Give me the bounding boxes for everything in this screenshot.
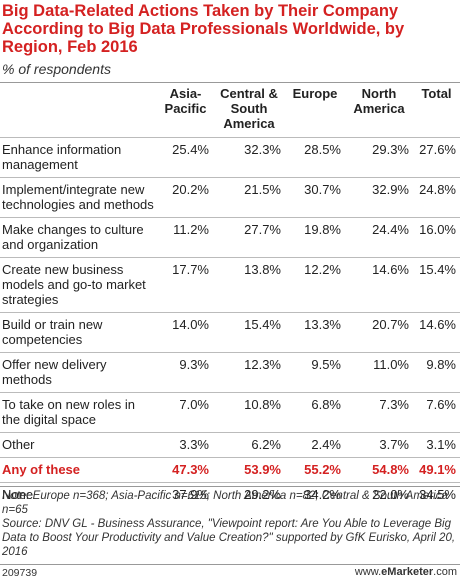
value-cell: 9.5% (285, 352, 345, 393)
table-row: Make changes to culture and organization… (0, 217, 460, 258)
value-cell: 9.3% (158, 352, 213, 393)
value-cell: 7.0% (158, 392, 213, 433)
row-label: Offer new delivery methods (0, 352, 158, 393)
value-cell: 7.3% (345, 392, 413, 433)
value-cell: 27.6% (413, 137, 460, 178)
value-cell: 12.2% (285, 257, 345, 313)
value-cell: 47.3% (158, 457, 213, 483)
value-cell: 24.8% (413, 177, 460, 218)
footer-divider (0, 564, 460, 565)
value-cell: 53.9% (213, 457, 285, 483)
header-cell: Europe (292, 86, 338, 101)
value-cell: 54.8% (345, 457, 413, 483)
value-cell: 15.4% (413, 257, 460, 313)
brand-name: eMarketer (381, 566, 434, 578)
table-row: Other 3.3% 6.2% 2.4% 3.7% 3.1% (0, 432, 460, 458)
value-cell: 14.0% (158, 312, 213, 353)
chart-subtitle: % of respondents (2, 61, 111, 77)
value-cell: 20.2% (158, 177, 213, 218)
value-cell: 25.4% (158, 137, 213, 178)
notes-divider (0, 486, 460, 487)
value-cell: 11.2% (158, 217, 213, 258)
value-cell: 21.5% (213, 177, 285, 218)
brand-suffix: .com (433, 566, 457, 578)
row-label: Other (0, 432, 158, 458)
value-cell: 11.0% (345, 352, 413, 393)
value-cell: 15.4% (213, 312, 285, 353)
value-cell: 16.0% (413, 217, 460, 258)
value-cell: 13.8% (213, 257, 285, 313)
table-row: Create new business models and go-to mar… (0, 257, 460, 313)
value-cell: 19.8% (285, 217, 345, 258)
value-cell: 14.6% (413, 312, 460, 353)
value-cell: 24.4% (345, 217, 413, 258)
value-cell: 29.3% (345, 137, 413, 178)
row-label: To take on new roles in the digital spac… (0, 392, 158, 433)
header-cell: Asia- Pacific (164, 86, 207, 116)
value-cell: 9.8% (413, 352, 460, 393)
row-label: Implement/integrate new technologies and… (0, 177, 158, 218)
value-cell: 27.7% (213, 217, 285, 258)
data-table: Asia- Pacific Central & South America Eu… (0, 86, 460, 507)
value-cell: 3.3% (158, 432, 213, 458)
chart-title: Big Data-Related Actions Taken by Their … (2, 2, 405, 56)
value-cell: 6.8% (285, 392, 345, 433)
value-cell: 3.7% (345, 432, 413, 458)
header-cell: Total (421, 86, 452, 101)
header-cell: Central & South America (220, 86, 278, 131)
value-cell: 49.1% (413, 457, 460, 483)
chart-id: 209739 (2, 567, 38, 579)
value-cell: 32.9% (345, 177, 413, 218)
value-cell: 14.6% (345, 257, 413, 313)
note-text: Note: Europe n=368; Asia-Pacific n=615; … (2, 490, 448, 516)
source-text: Source: DNV GL - Business Assurance, "Vi… (2, 518, 456, 558)
row-label: Any of these (0, 457, 158, 483)
value-cell: 32.3% (213, 137, 285, 178)
table-row: Offer new delivery methods 9.3% 12.3% 9.5% 1… (0, 352, 460, 393)
table-row: Implement/integrate new technologies and… (0, 177, 460, 218)
value-cell: 2.4% (285, 432, 345, 458)
row-label: Create new business models and go-to mar… (0, 257, 158, 313)
value-cell: 30.7% (285, 177, 345, 218)
value-cell: 6.2% (213, 432, 285, 458)
header-cell: North America (353, 86, 405, 116)
notes-block: Note: Europe n=368; Asia-Pacific n=615; … (2, 486, 458, 559)
row-label: Build or train new competencies (0, 312, 158, 353)
value-cell: 7.6% (413, 392, 460, 433)
brand-logo: www.eMarketer.com (355, 566, 457, 578)
value-cell: 3.1% (413, 432, 460, 458)
value-cell: 12.3% (213, 352, 285, 393)
brand-prefix: www. (354, 566, 382, 578)
value-cell: 20.7% (345, 312, 413, 353)
table-row: To take on new roles in the digital spac… (0, 392, 460, 433)
value-cell: 28.5% (285, 137, 345, 178)
row-label: Enhance information management (0, 137, 158, 178)
table-header-row: Asia- Pacific Central & South America Eu… (0, 86, 460, 138)
table-row: Build or train new competencies 14.0% 15.4… (0, 312, 460, 353)
table-row: Enhance information management 25.4% 32.3%… (0, 137, 460, 178)
header-cell (0, 86, 158, 138)
value-cell: 17.7% (158, 257, 213, 313)
top-divider (0, 82, 460, 83)
row-label: Make changes to culture and organization (0, 217, 158, 258)
table-body: Enhance information management 25.4% 32.3%… (0, 137, 460, 507)
value-cell: 13.3% (285, 312, 345, 353)
value-cell: 55.2% (285, 457, 345, 483)
value-cell: 10.8% (213, 392, 285, 433)
table-row: Any of these 47.3% 53.9% 55.2% 54.8% 49.1% (0, 457, 460, 483)
